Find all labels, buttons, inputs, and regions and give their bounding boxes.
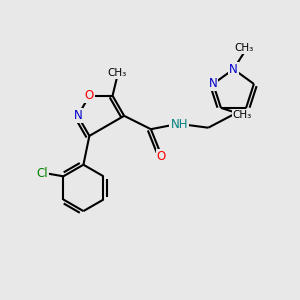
Text: N: N (229, 63, 238, 76)
Text: N: N (209, 77, 218, 90)
Text: N: N (74, 109, 82, 122)
Text: CH₃: CH₃ (107, 68, 127, 78)
Text: NH: NH (170, 118, 188, 131)
Text: O: O (157, 150, 166, 163)
Text: CH₃: CH₃ (233, 110, 252, 120)
Text: O: O (85, 89, 94, 102)
Text: CH₃: CH₃ (234, 44, 254, 53)
Text: Cl: Cl (36, 167, 48, 180)
